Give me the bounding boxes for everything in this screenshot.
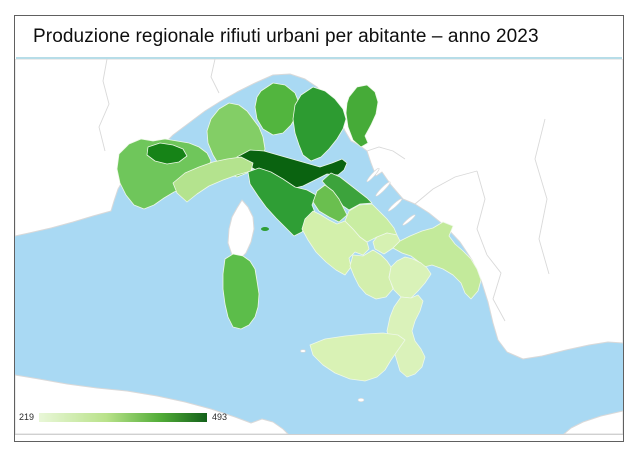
region-basilicata xyxy=(388,256,432,299)
country-border-albania xyxy=(486,254,506,322)
legend: 219 493 xyxy=(19,412,227,422)
chart-title: Produzione regionale rifiuti urbani per … xyxy=(33,25,539,47)
country-border-croatia xyxy=(414,170,478,205)
land-bottom-right xyxy=(563,410,623,434)
region-lazio xyxy=(301,210,370,276)
region-friuli-venezia-giulia xyxy=(345,84,379,148)
region-valle-daosta xyxy=(146,142,188,165)
island-malta xyxy=(357,397,365,402)
map-area: 219 493 xyxy=(15,59,623,435)
country-border-bosnia xyxy=(476,170,488,256)
legend-max-label: 493 xyxy=(212,412,228,422)
legend-min-label: 219 xyxy=(19,412,35,422)
island-elba xyxy=(261,227,269,231)
chart-frame: Produzione regionale rifiuti urbani per … xyxy=(14,15,624,442)
island xyxy=(387,198,403,212)
country-border-serbia xyxy=(534,118,550,275)
island xyxy=(375,181,391,197)
island xyxy=(402,214,416,226)
italy-choropleth-map xyxy=(15,59,623,434)
country-border-slovenia xyxy=(366,146,406,160)
region-sardegna xyxy=(222,253,260,330)
country-border-switzerland xyxy=(210,59,220,94)
region-campania xyxy=(349,249,394,300)
title-band: Produzione regionale rifiuti urbani per … xyxy=(15,16,623,57)
island xyxy=(366,167,380,183)
country-border-france xyxy=(98,59,110,152)
island xyxy=(300,349,306,353)
region-sicilia xyxy=(309,332,406,382)
region-veneto xyxy=(292,86,347,162)
legend-gradient-bar xyxy=(39,412,208,422)
region-trentino-alto-adige xyxy=(254,82,300,136)
title-divider xyxy=(16,57,622,59)
